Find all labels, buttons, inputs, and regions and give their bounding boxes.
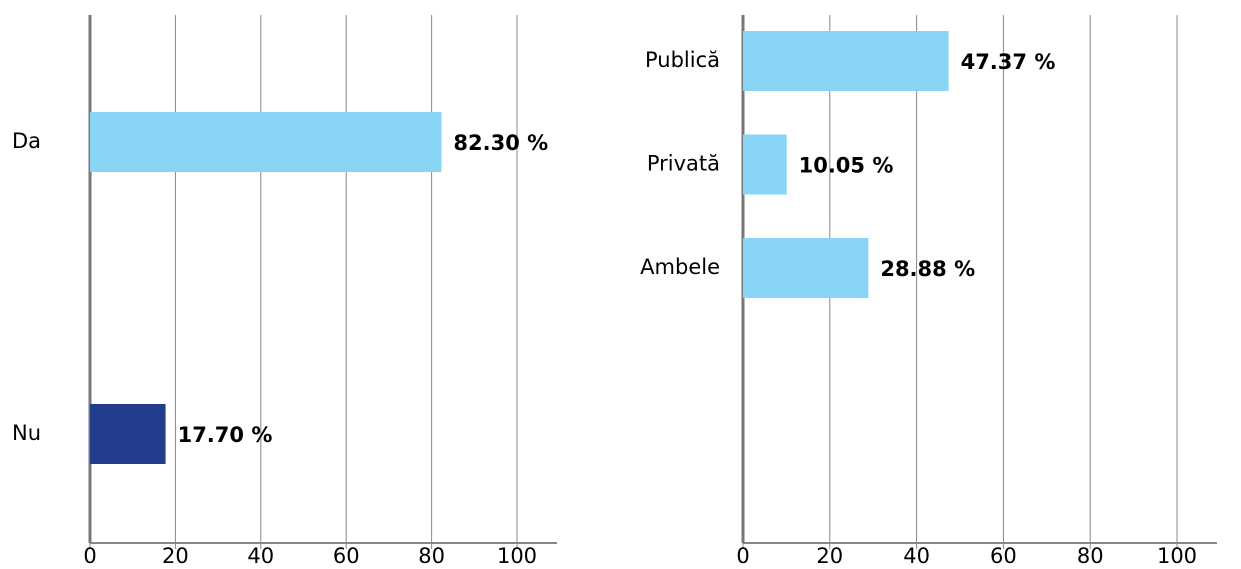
category-label: Da (12, 129, 41, 153)
bar (743, 238, 869, 298)
bar (743, 134, 787, 195)
category-label: Nu (12, 421, 41, 445)
value-label: 47.37 % (961, 50, 1056, 74)
x-tick-label: 60 (990, 544, 1017, 568)
x-tick-label: 100 (1157, 544, 1197, 568)
x-tick-label: 100 (497, 544, 537, 568)
x-tick-label: 60 (333, 544, 360, 568)
x-tick-label: 20 (162, 544, 189, 568)
x-tick-label: 40 (247, 544, 274, 568)
x-tick-label: 0 (736, 544, 749, 568)
category-label: Publică (645, 48, 720, 72)
x-tick-label: 20 (816, 544, 843, 568)
value-label: 28.88 % (880, 257, 975, 281)
x-tick-label: 80 (1077, 544, 1104, 568)
value-label: 82.30 % (453, 131, 548, 155)
bar (743, 31, 949, 91)
bar (90, 112, 442, 172)
value-label: 10.05 % (799, 154, 894, 178)
bar (90, 404, 166, 464)
x-tick-label: 40 (903, 544, 930, 568)
value-label: 17.70 % (178, 423, 273, 447)
x-tick-label: 0 (83, 544, 96, 568)
category-label: Ambele (640, 255, 720, 279)
category-label: Privată (647, 152, 720, 176)
x-tick-label: 80 (418, 544, 445, 568)
